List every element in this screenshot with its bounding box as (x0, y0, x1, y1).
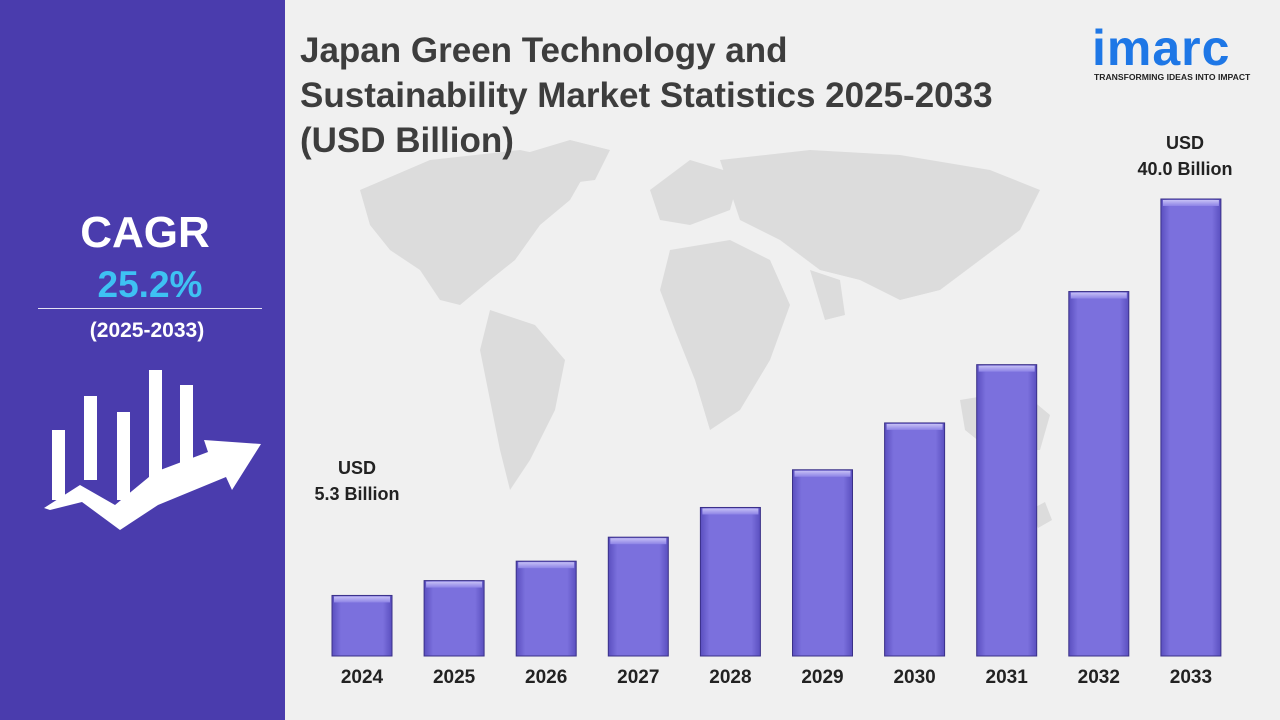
end-annotation-line1: USD (1165, 133, 1204, 153)
start-annotation-line2: 5.3 Billion (314, 484, 400, 504)
bar-cap-2032 (1070, 292, 1127, 299)
start-annotation-line1: USD (337, 458, 376, 478)
bar-cap-2028 (702, 508, 759, 515)
title-line: Sustainability Market Statistics 2025-20… (300, 76, 993, 115)
bar-2025 (423, 580, 485, 657)
bar-cap-2026 (518, 562, 575, 569)
end-annotation-line2: 40.0 Billion (1137, 159, 1233, 179)
bar-cap-2024 (334, 596, 390, 603)
sidebar-panel: CAGR 25.2% (2025-2033) (0, 0, 285, 720)
bar-2027 (607, 536, 669, 657)
growth-chart-icon (44, 370, 261, 530)
x-tick-label: 2024 (341, 667, 384, 688)
x-tick-label: 2033 (1170, 667, 1212, 688)
cagr-divider (38, 308, 262, 309)
x-tick-label: 2032 (1078, 667, 1120, 688)
bar-cap-2031 (978, 365, 1035, 372)
cagr-period: (2025-2033) (89, 319, 205, 342)
x-tick-label: 2030 (893, 667, 935, 688)
title-line: Japan Green Technology and (300, 31, 788, 70)
x-tick-label: 2029 (801, 667, 843, 688)
start-value-annotation: USD 5.3 Billion (292, 455, 422, 507)
x-tick-label: 2027 (617, 667, 659, 688)
bar-2030 (884, 422, 946, 657)
x-tick-label: 2031 (986, 667, 1029, 688)
bar-2028 (699, 506, 761, 657)
bar-cap-2025 (426, 581, 483, 588)
bar-cap-2029 (794, 470, 851, 477)
bar-2031 (976, 364, 1038, 657)
cagr-label: CAGR (80, 208, 210, 257)
imarc-logo: imarc TRANSFORMING IDEAS INTO IMPACT (1090, 10, 1270, 90)
bar-cap-2027 (610, 538, 667, 545)
x-tick-label: 2025 (433, 667, 476, 688)
x-tick-label: 2026 (525, 667, 567, 688)
chart-title: Japan Green Technology and Sustainabilit… (300, 28, 1080, 163)
bar-cap-2033 (1162, 200, 1219, 206)
bar-2029 (792, 469, 853, 657)
bar-2024 (331, 594, 393, 657)
bar-2026 (515, 560, 577, 657)
bar-cap-2030 (886, 423, 943, 430)
end-value-annotation: USD 40.0 Billion (1120, 130, 1250, 182)
bar-2032 (1068, 291, 1130, 657)
logo-tagline: TRANSFORMING IDEAS INTO IMPACT (1094, 72, 1251, 82)
title-line: (USD Billion) (300, 121, 514, 160)
logo-wordmark: imarc (1092, 20, 1231, 76)
bar-2033 (1160, 198, 1222, 657)
x-tick-label: 2028 (709, 667, 751, 688)
cagr-value: 25.2% (97, 264, 203, 305)
